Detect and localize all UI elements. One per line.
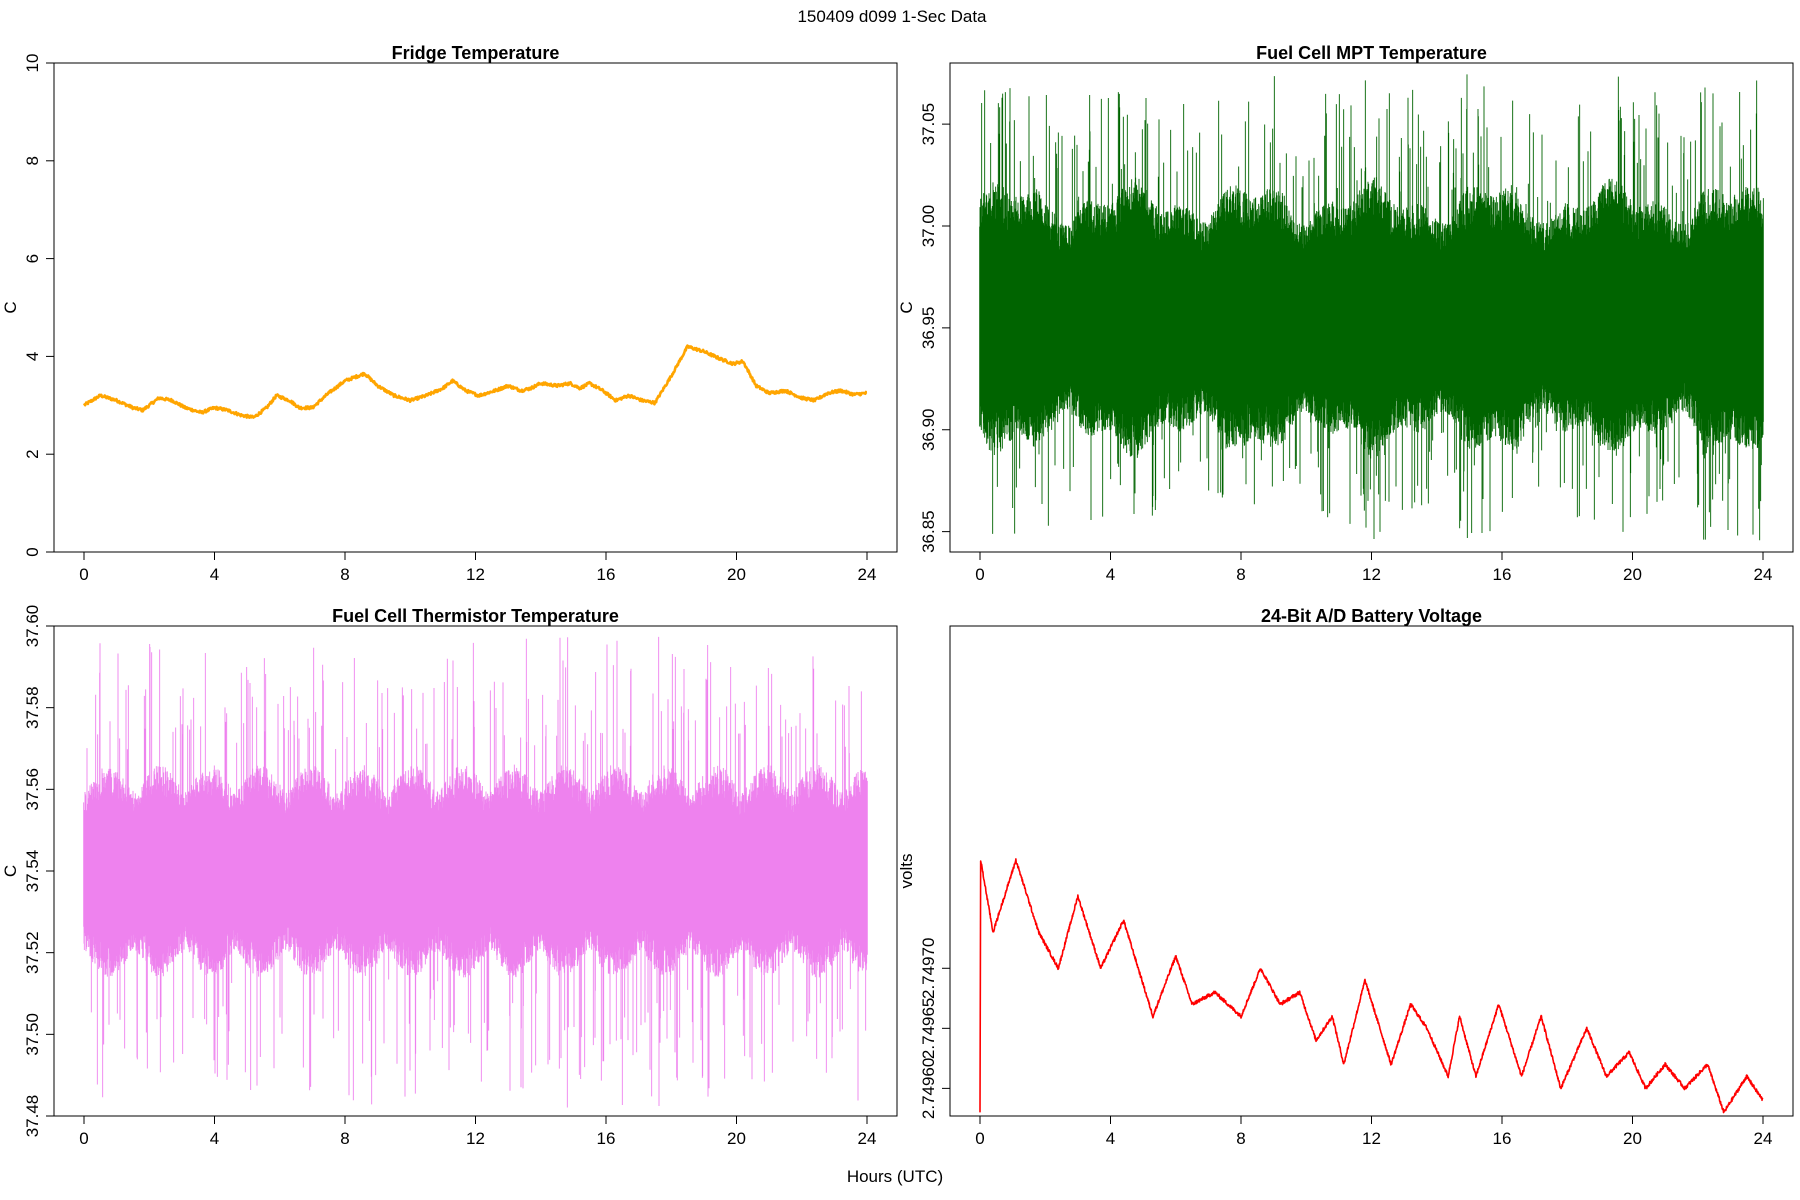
x-tick-label: 12 (1362, 1129, 1381, 1148)
y-tick-label: 8 (23, 156, 42, 165)
y-tick-label: 2.74970 (919, 938, 938, 999)
plot-frame (949, 625, 1794, 1117)
y-tick-label: 37.56 (23, 768, 42, 811)
plot-area (979, 858, 1764, 1114)
y-tick-label: 36.85 (919, 510, 938, 553)
x-tick-label: 8 (1236, 565, 1245, 584)
y-axis: 0 2 4 6 8 10 (23, 54, 54, 557)
series-line (979, 858, 1764, 1114)
y-tick-label: 36.95 (919, 307, 938, 350)
x-tick-label: 4 (1106, 565, 1115, 584)
x-axis: 0 4 8 12 16 20 24 (975, 1116, 1772, 1148)
y-axis-label: C (1, 865, 20, 877)
x-tick-label: 20 (727, 1129, 746, 1148)
x-tick-label: 0 (975, 565, 984, 584)
x-tick-label: 0 (79, 565, 88, 584)
y-tick-label: 37.54 (23, 850, 42, 893)
x-tick-label: 4 (1106, 1129, 1115, 1148)
y-axis-label: C (897, 301, 916, 313)
x-tick-label: 8 (1236, 1129, 1245, 1148)
x-tick-label: 16 (597, 1129, 616, 1148)
x-tick-label: 24 (858, 565, 877, 584)
x-tick-label: 24 (1754, 1129, 1773, 1148)
plot-frame (53, 62, 898, 553)
y-tick-label: 37.52 (23, 931, 42, 974)
y-tick-label: 37.48 (23, 1095, 42, 1138)
x-tick-label: 24 (1754, 565, 1773, 584)
series-band (979, 74, 1764, 541)
y-tick-label: 2 (23, 449, 42, 458)
fuel-cell-thermistor-temperature-panel: Fuel Cell Thermistor Temperature 0 4 8 12 16 2… (1, 605, 898, 1148)
x-tick-label: 4 (210, 565, 219, 584)
y-tick-label: 36.90 (919, 408, 938, 451)
x-tick-label: 20 (727, 565, 746, 584)
x-axis: 0 4 8 12 16 20 24 (79, 1116, 876, 1148)
x-tick-label: 16 (1493, 565, 1512, 584)
panel-title: Fuel Cell Thermistor Temperature (332, 606, 619, 626)
plot-area (83, 636, 868, 1108)
x-tick-label: 12 (466, 1129, 485, 1148)
y-tick-label: 4 (23, 352, 42, 361)
x-axis: 0 4 8 12 16 20 24 (79, 552, 876, 584)
y-tick-label: 37.58 (23, 686, 42, 729)
y-tick-label: 10 (23, 54, 42, 73)
y-tick-label: 6 (23, 254, 42, 263)
x-tick-label: 0 (975, 1129, 984, 1148)
y-tick-label: 2.74960 (919, 1058, 938, 1119)
x-tick-label: 8 (340, 565, 349, 584)
series-line (82, 344, 868, 419)
x-tick-label: 24 (858, 1129, 877, 1148)
plot-area (82, 344, 868, 419)
x-tick-label: 20 (1623, 565, 1642, 584)
y-axis-label: C (1, 301, 20, 313)
figure-xlabel: Hours (UTC) (847, 1167, 943, 1186)
y-axis: 37.48 37.50 37.52 37.54 37.56 37.58 37.60 (23, 605, 54, 1138)
figure-title: 150409 d099 1-Sec Data (797, 7, 987, 26)
battery-voltage-panel: 24-Bit A/D Battery Voltage 0 4 8 12 16 20 24 2.7… (897, 606, 1794, 1148)
y-tick-label: 2.74965 (919, 998, 938, 1059)
x-tick-label: 12 (466, 565, 485, 584)
x-tick-label: 12 (1362, 565, 1381, 584)
x-tick-label: 16 (597, 565, 616, 584)
x-tick-label: 8 (340, 1129, 349, 1148)
y-axis-label: volts (897, 854, 916, 889)
y-tick-label: 37.50 (23, 1013, 42, 1056)
plot-area (979, 74, 1764, 541)
x-tick-label: 0 (79, 1129, 88, 1148)
y-axis: 36.85 36.90 36.95 37.00 37.05 (919, 103, 950, 553)
series-band (83, 636, 868, 1108)
x-tick-label: 4 (210, 1129, 219, 1148)
x-tick-label: 20 (1623, 1129, 1642, 1148)
y-tick-label: 37.60 (23, 605, 42, 648)
y-tick-label: 37.05 (919, 103, 938, 146)
y-tick-label: 0 (23, 547, 42, 556)
x-axis: 0 4 8 12 16 20 24 (975, 552, 1772, 584)
panel-title: Fuel Cell MPT Temperature (1256, 43, 1487, 63)
y-tick-label: 37.00 (919, 205, 938, 248)
panel-title: Fridge Temperature (392, 43, 560, 63)
fuel-cell-mpt-temperature-panel: Fuel Cell MPT Temperature 0 4 8 12 16 20 24 36.8… (897, 43, 1794, 584)
x-tick-label: 16 (1493, 1129, 1512, 1148)
panel-title: 24-Bit A/D Battery Voltage (1261, 606, 1482, 626)
